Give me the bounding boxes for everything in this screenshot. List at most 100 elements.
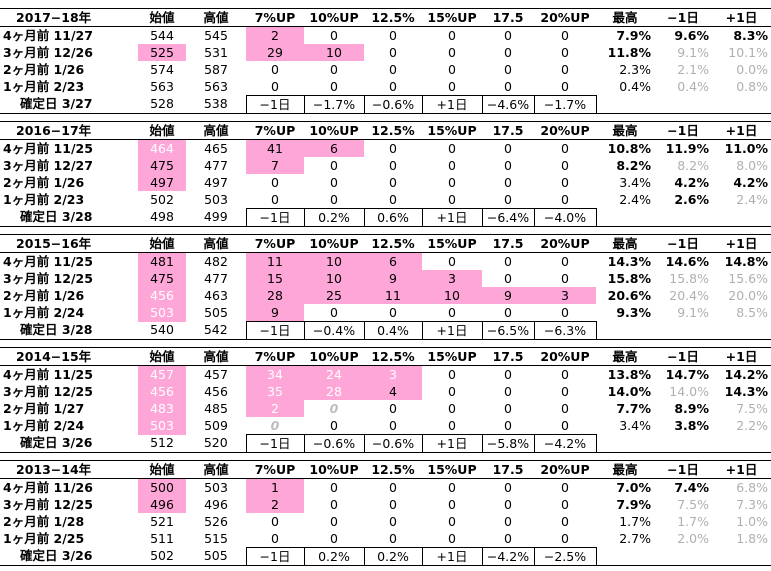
cell-high: 482 xyxy=(204,253,228,269)
cell-max: 14.0% xyxy=(607,383,651,399)
cell-15up: 0 xyxy=(448,253,456,269)
cell-17-5: 0 xyxy=(504,417,512,433)
confirm-row: 確定日 3/27 528 538 −1日 −1.7% −0.6% +1日 −4.… xyxy=(0,95,771,114)
cell-plus1: 7.3% xyxy=(736,496,768,512)
cell-15up: 0 xyxy=(448,27,456,43)
cell-17-5: 0 xyxy=(504,27,512,43)
cell-minus1: 14.7% xyxy=(665,366,709,382)
cell-plus1-label: +1日 xyxy=(421,321,483,340)
cell-high: 538 xyxy=(186,95,246,114)
cell-10up: 25 xyxy=(304,287,364,304)
col-plus1: +1日 xyxy=(712,460,771,479)
confirm-row: 確定日 3/26 502 505 −1日 0.2% 0.2% +1日 −4.2%… xyxy=(0,547,771,566)
cell-12-5: 0 xyxy=(389,513,397,529)
cell-open: 528 xyxy=(138,95,186,114)
col-10up: 10%UP xyxy=(304,460,364,479)
col-10up: 10%UP xyxy=(304,121,364,140)
cell-minus1-open: 0.2% xyxy=(303,547,365,566)
table-row: 4ヶ月前 11/25 464 465 41 6 0 0 0 0 10.8% 11… xyxy=(0,139,771,157)
cell-minus1: 7.5% xyxy=(677,496,709,512)
cell-7up: 0 xyxy=(271,174,279,190)
cell-open: 511 xyxy=(150,530,174,546)
table-row: 1ヶ月前 2/24 503 505 9 0 0 0 0 0 9.3% 9.1% … xyxy=(0,304,771,322)
cell-17-5: 0 xyxy=(504,140,512,156)
col-15up: 15%UP xyxy=(422,347,482,366)
col-max: 最高 xyxy=(596,347,654,366)
cell-20up: 0 xyxy=(561,140,569,156)
col-17-5: 17.5 xyxy=(482,234,534,253)
col-max: 最高 xyxy=(596,8,654,27)
cell-17-5: 0 xyxy=(504,530,512,546)
cell-20up: 0 xyxy=(561,253,569,269)
cell-15up: 0 xyxy=(448,366,456,382)
col-open: 始値 xyxy=(138,121,186,140)
cell-minus1-high: −0.6% xyxy=(363,434,423,453)
cell-plus1-high: −6.3% xyxy=(533,321,597,340)
col-minus1: −1日 xyxy=(654,234,712,253)
cell-10up: 0 xyxy=(330,157,338,173)
col-plus1: +1日 xyxy=(712,121,771,140)
cell-high: 542 xyxy=(186,321,246,340)
cell-minus1: 1.7% xyxy=(677,513,709,529)
table-row: 1ヶ月前 2/24 503 509 0 0 0 0 0 0 3.4% 3.8% … xyxy=(0,417,771,435)
cell-7up: 0 xyxy=(271,530,279,546)
cell-minus1: 7.4% xyxy=(674,479,709,495)
cell-7up: 29 xyxy=(246,44,304,61)
col-minus1: −1日 xyxy=(654,8,712,27)
cell-12-5: 0 xyxy=(389,530,397,546)
cell-7up: 0 xyxy=(271,191,279,207)
cell-17-5: 9 xyxy=(482,287,534,304)
cell-minus1-open: 0.2% xyxy=(303,208,365,227)
cell-high: 485 xyxy=(204,400,228,416)
cell-plus1-open: −4.6% xyxy=(481,95,535,114)
confirm-row: 確定日 3/26 512 520 −1日 −0.6% −0.6% +1日 −5.… xyxy=(0,434,771,453)
col-15up: 15%UP xyxy=(422,121,482,140)
block-title: 2015−16年 xyxy=(0,234,138,253)
cell-12-5: 0 xyxy=(389,157,397,173)
cell-high: 503 xyxy=(204,191,228,207)
cell-minus1: 2.0% xyxy=(677,530,709,546)
col-17-5: 17.5 xyxy=(482,8,534,27)
cell-minus1: 20.4% xyxy=(669,287,709,303)
table-row: 1ヶ月前 2/23 563 563 0 0 0 0 0 0 0.4% 0.4% … xyxy=(0,78,771,96)
cell-10up: 0 xyxy=(330,496,338,512)
cell-plus1: 1.0% xyxy=(736,513,768,529)
cell-open: 503 xyxy=(138,417,186,435)
cell-17-5: 0 xyxy=(504,174,512,190)
col-15up: 15%UP xyxy=(422,8,482,27)
cell-minus1: 9.1% xyxy=(677,44,709,60)
cell-12-5: 0 xyxy=(389,479,397,495)
cell-20up: 0 xyxy=(561,270,569,286)
cell-12-5: 0 xyxy=(389,44,397,60)
row-label: 確定日 3/28 xyxy=(0,321,138,340)
cell-plus1-label: +1日 xyxy=(421,208,483,227)
cell-15up: 0 xyxy=(448,157,456,173)
row-label: 2ヶ月前 1/26 xyxy=(3,287,85,303)
cell-17-5: 0 xyxy=(504,513,512,529)
col-high: 高値 xyxy=(186,8,246,27)
col-max: 最高 xyxy=(596,234,654,253)
cell-12-5: 0 xyxy=(389,78,397,94)
cell-plus1: 8.3% xyxy=(733,27,768,43)
cell-plus1: 14.3% xyxy=(724,383,768,399)
cell-20up: 0 xyxy=(561,44,569,60)
col-minus1: −1日 xyxy=(654,460,712,479)
col-15up: 15%UP xyxy=(422,460,482,479)
cell-max: 11.8% xyxy=(607,44,651,60)
col-10up: 10%UP xyxy=(304,347,364,366)
confirm-row: 確定日 3/28 540 542 −1日 −0.4% 0.4% +1日 −6.5… xyxy=(0,321,771,340)
cell-high: 505 xyxy=(204,304,228,320)
col-high: 高値 xyxy=(186,121,246,140)
col-open: 始値 xyxy=(138,234,186,253)
cell-10up: 0 xyxy=(330,304,338,320)
cell-20up: 0 xyxy=(561,174,569,190)
row-label: 3ヶ月前 12/25 xyxy=(3,496,93,512)
col-20up: 20%UP xyxy=(534,234,596,253)
cell-plus1-label: +1日 xyxy=(421,547,483,566)
cell-plus1: 7.5% xyxy=(736,400,768,416)
cell-17-5: 0 xyxy=(504,496,512,512)
cell-20up: 0 xyxy=(561,61,569,77)
cell-max: 2.4% xyxy=(619,191,651,207)
cell-7up: 0 xyxy=(271,513,279,529)
